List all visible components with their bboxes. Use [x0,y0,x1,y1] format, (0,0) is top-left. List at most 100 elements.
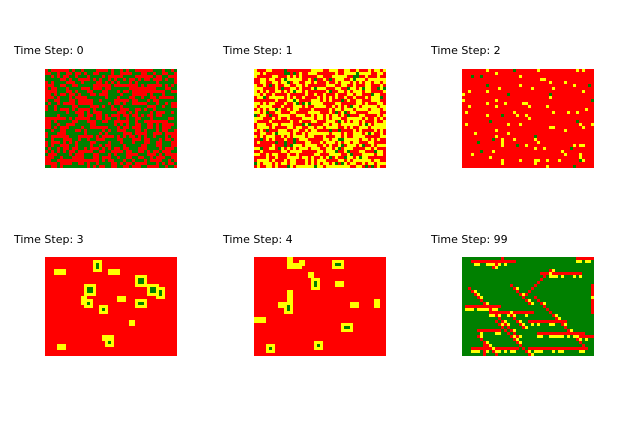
cell-run [501,329,504,332]
cell-run [99,263,102,266]
cell-run [45,72,51,75]
cell-run [105,144,111,147]
cell-run [296,72,299,75]
cell-run [359,120,362,123]
cell-run [365,150,374,153]
cell-run [48,150,51,153]
cell-run [45,296,81,299]
cell-run [462,111,465,114]
cell-run [144,302,147,305]
cell-run [371,96,380,99]
cell-run [45,329,177,332]
cell-run [48,141,51,144]
cell-run [528,290,531,293]
cell-run [78,147,84,150]
cell-run [132,72,141,75]
cell-run [332,144,338,147]
cell-run [254,308,284,311]
panel-title: Time Step: 2 [430,44,501,57]
cell-run [287,165,290,168]
cell-run [344,105,347,108]
cell-run [69,108,72,111]
cell-run [54,144,60,147]
cell-run [114,78,117,81]
cell-run [168,72,174,75]
cell-run [254,105,257,108]
cell-run [156,156,165,159]
cell-run [69,117,72,120]
cell-run [579,341,582,344]
cell-run [326,105,332,108]
cell-run [465,308,474,311]
cell-run [549,126,555,129]
cell-run [57,347,66,350]
cell-run [507,93,510,96]
cell-run [296,90,302,93]
cell-run [477,335,480,338]
cell-run [275,162,278,165]
cell-run [75,72,81,75]
cell-run [156,114,162,117]
cell-run [165,165,168,168]
cell-run [138,153,147,156]
cell-run [380,159,386,162]
cell-run [162,105,165,108]
cell-run [296,75,299,78]
cell-run [257,129,260,132]
cell-run [462,132,474,135]
cell-run [123,78,126,81]
cell-run [51,81,54,84]
cell-run [69,144,75,147]
cell-run [525,296,534,299]
cell-run [147,278,177,281]
cell-run [254,278,311,281]
cell-run [144,129,147,132]
grid-image [45,257,177,356]
cell-run [171,156,177,159]
cell-run [290,150,302,153]
cell-run [254,129,257,132]
cell-run [323,96,326,99]
cell-run [168,129,174,132]
cell-run [156,126,159,129]
cell-run [335,141,338,144]
cell-run [287,129,293,132]
cell-run [579,156,582,159]
cell-run [522,84,573,87]
cell-run [60,84,66,87]
cell-run [374,144,377,147]
cell-run [99,93,108,96]
cell-run [299,87,302,90]
cell-run [102,159,105,162]
cell-run [483,353,486,356]
cell-run [368,141,374,144]
cell-run [138,120,144,123]
cell-run [534,87,552,90]
cell-run [162,123,174,126]
cell-run [147,102,156,105]
cell-run [344,266,386,269]
cell-run [171,144,177,147]
cell-run [168,165,174,168]
cell-run [314,344,317,347]
cell-run [302,123,305,126]
cell-run [60,96,69,99]
cell-run [117,111,126,114]
cell-run [51,120,54,123]
cell-run [317,75,323,78]
cell-run [138,99,147,102]
cell-run [45,311,99,314]
cell-run [537,299,540,302]
cell-run [156,75,162,78]
cell-run [96,284,135,287]
cell-run [528,353,531,356]
cell-run [471,350,480,353]
cell-run [287,93,290,96]
cell-run [308,132,329,135]
cell-run [284,311,293,314]
cell-run [272,120,290,123]
cell-run [317,78,323,81]
cell-run [78,150,93,153]
cell-run [474,293,477,296]
cell-run [374,299,380,302]
